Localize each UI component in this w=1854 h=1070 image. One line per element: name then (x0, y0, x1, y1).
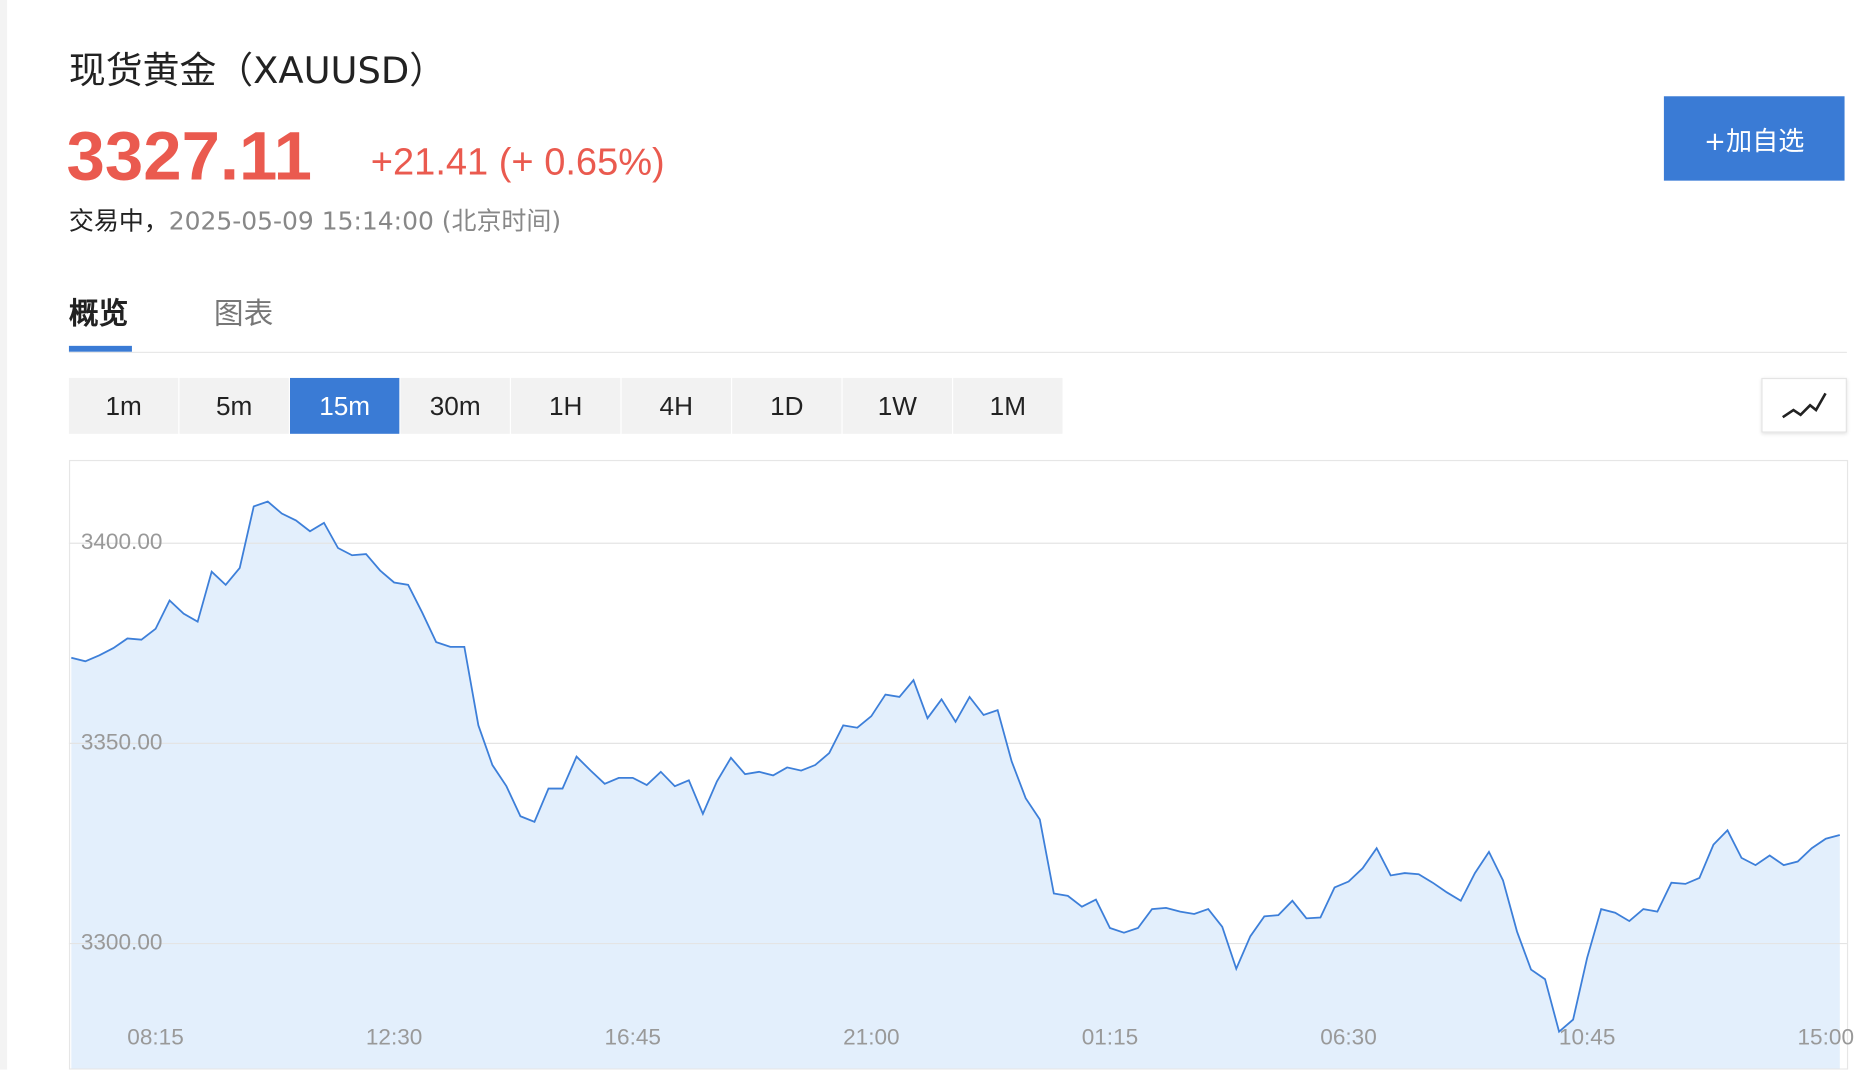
x-tick-label: 08:15 (127, 1025, 184, 1050)
status: 交易中， (68, 206, 169, 236)
area-fill (71, 501, 1840, 1069)
x-tick-label: 16:45 (604, 1025, 661, 1050)
interval-button[interactable]: 15m (289, 377, 400, 434)
x-tick-label: 01:15 (1082, 1025, 1139, 1050)
x-tick-label: 06:30 (1320, 1025, 1377, 1050)
interval-button[interactable]: 1D (732, 377, 842, 434)
interval-button[interactable]: 4H (621, 377, 731, 434)
y-tick-label: 3350.00 (81, 729, 163, 754)
timestamp: 2025-05-09 15:14:00 (北京时间) (168, 206, 562, 236)
x-tick-label: 10:45 (1559, 1025, 1616, 1050)
price-line (71, 500, 1841, 1034)
interval-button[interactable]: 1M (953, 377, 1063, 434)
x-tick-label: 12:30 (366, 1025, 423, 1050)
tab[interactable]: 概览 (68, 295, 129, 331)
tab-underline (68, 345, 132, 352)
chart-type-button[interactable] (1761, 377, 1847, 433)
y-tick-label: 3300.00 (81, 930, 163, 955)
x-tick-label: 21:00 (843, 1025, 900, 1050)
interval-button[interactable]: 30m (400, 377, 510, 434)
interval-button[interactable]: 1m (68, 377, 179, 434)
price-change: +21.41 (+ 0.65%) (370, 140, 665, 184)
line-icon (1782, 392, 1827, 419)
tab[interactable]: 图表 (213, 295, 274, 331)
left-strip (0, 0, 8, 1070)
y-tick-label: 3400.00 (81, 529, 163, 554)
status-line: 交易中，2025-05-09 15:14:00 (北京时间) (69, 202, 561, 238)
x-tick-label: 15:00 (1798, 1025, 1854, 1050)
title: 现货黄金（XAUUSD） (68, 49, 447, 93)
interval-button[interactable]: 5m (179, 377, 289, 434)
chart-frame (68, 459, 1849, 1070)
price: 3327.11 (66, 117, 312, 195)
add-watchlist-button[interactable]: +加自选 (1663, 96, 1845, 181)
interval-button[interactable]: 1W (842, 377, 952, 434)
interval-bar: 1m 5m 15m 30m 1H 4H 1D 1W 1M (68, 377, 1063, 434)
divider (68, 351, 1847, 353)
interval-button[interactable]: 1H (511, 377, 621, 434)
